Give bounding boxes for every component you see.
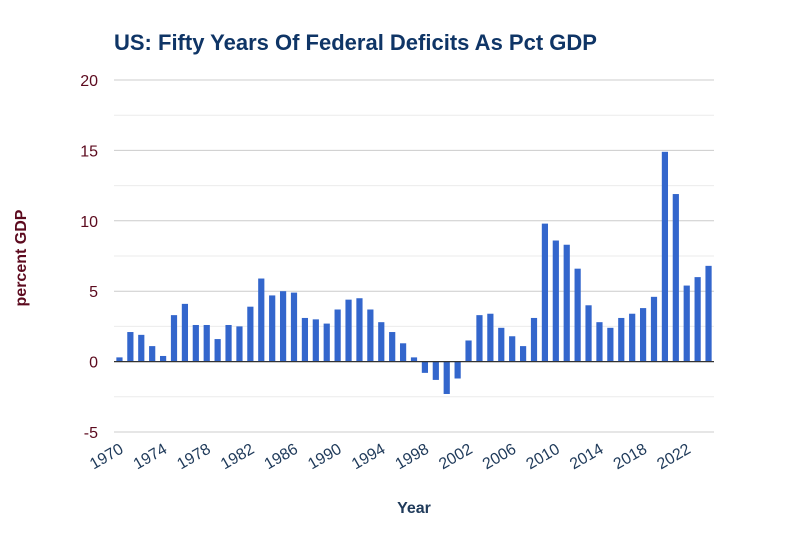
- bar: [269, 295, 276, 362]
- bar: [530, 317, 538, 362]
- x-tick-label: 2022: [654, 441, 693, 474]
- x-tick-label: 2018: [611, 441, 650, 474]
- x-axis-label: Year: [397, 500, 431, 517]
- bar: [639, 308, 647, 362]
- chart-title: US: Fifty Years Of Federal Deficits As P…: [114, 30, 597, 55]
- bar: [585, 305, 592, 362]
- x-tick-label: 1998: [393, 441, 432, 474]
- bar: [683, 285, 690, 362]
- bar: [203, 324, 210, 362]
- bar: [552, 240, 559, 362]
- bar: [312, 319, 319, 362]
- bar: [149, 346, 156, 362]
- bar: [410, 357, 418, 362]
- bar: [356, 298, 363, 362]
- bar: [279, 291, 287, 362]
- bar: [541, 223, 549, 362]
- bar: [650, 296, 658, 362]
- bar: [301, 317, 309, 362]
- bar: [432, 361, 439, 380]
- bar: [574, 268, 581, 362]
- bar: [454, 361, 461, 379]
- bar: [487, 313, 494, 362]
- bar: [509, 336, 516, 362]
- bar: [465, 340, 472, 362]
- bar: [225, 324, 232, 362]
- bar: [618, 317, 625, 362]
- y-tick-label: 15: [80, 143, 98, 160]
- bar: [323, 323, 330, 362]
- bar: [258, 278, 265, 362]
- x-tick-label: 1982: [218, 441, 257, 474]
- bar: [519, 346, 527, 362]
- bar: [607, 327, 614, 362]
- bar: [498, 327, 505, 362]
- bar: [399, 343, 407, 362]
- x-tick-label: 1990: [305, 441, 344, 474]
- y-tick-label: 5: [89, 284, 98, 301]
- x-tick-label: 2010: [523, 441, 562, 474]
- bar: [345, 299, 352, 362]
- bar: [629, 313, 636, 362]
- bar: [378, 322, 385, 362]
- bar: [127, 332, 134, 362]
- bar: [694, 277, 701, 362]
- bar: [334, 309, 341, 362]
- bar: [192, 324, 199, 362]
- y-tick-label: 20: [80, 73, 98, 90]
- bar: [596, 322, 603, 362]
- bar: [476, 315, 483, 362]
- bar: [236, 326, 243, 362]
- y-tick-label: -5: [84, 425, 98, 442]
- bar: [159, 355, 167, 362]
- bar: [116, 357, 123, 362]
- bar: [672, 194, 679, 362]
- y-tick-label: 10: [80, 214, 98, 231]
- x-tick-label: 2006: [480, 441, 519, 474]
- bar: [247, 306, 254, 362]
- bar: [661, 151, 669, 362]
- bar: [214, 339, 221, 362]
- bar: [367, 309, 374, 362]
- x-tick-label: 1970: [87, 441, 126, 474]
- bar: [181, 303, 189, 362]
- bar: [170, 315, 178, 362]
- x-tick-label: 2014: [567, 441, 606, 474]
- bar: [290, 292, 298, 362]
- x-tick-label: 1994: [349, 441, 388, 474]
- bar: [563, 244, 570, 362]
- bar: [138, 334, 145, 362]
- x-tick-label: 2002: [436, 441, 475, 474]
- bar: [443, 361, 450, 394]
- x-tick-label: 1974: [131, 441, 170, 474]
- bar: [389, 332, 396, 362]
- x-tick-label: 1986: [262, 441, 301, 474]
- bar: [705, 265, 712, 362]
- y-tick-label: 0: [89, 355, 98, 372]
- x-tick-label: 1978: [174, 441, 213, 474]
- bar: [421, 361, 429, 373]
